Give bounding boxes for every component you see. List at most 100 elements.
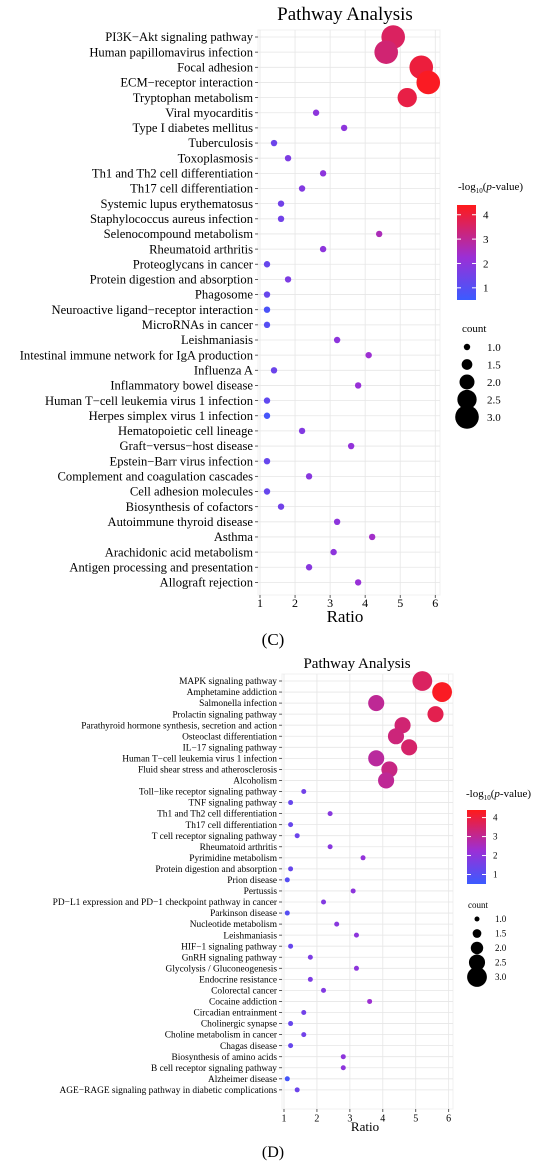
data-point	[354, 382, 362, 389]
data-point	[288, 1043, 294, 1049]
y-tick-label: MicroRNAs in cancer	[142, 318, 254, 332]
data-point	[284, 1076, 290, 1082]
data-point	[365, 351, 372, 359]
data-point	[319, 170, 327, 177]
y-tick-label: Antigen processing and presentation	[69, 560, 253, 574]
data-point	[288, 866, 294, 872]
data-point	[340, 124, 348, 132]
data-point	[374, 40, 398, 64]
y-tick-label: Tryptophan metabolism	[133, 91, 253, 105]
y-tick-label: Staphylococcus aureus infection	[90, 212, 254, 226]
data-point	[305, 564, 313, 571]
data-point	[401, 739, 418, 756]
y-tick-label: Cell adhesion molecules	[130, 485, 253, 499]
data-point	[263, 412, 271, 419]
y-tick-label: Asthma	[214, 530, 254, 544]
data-point	[368, 750, 385, 767]
y-tick-label: Pertussis	[244, 887, 278, 897]
data-point	[340, 1065, 346, 1071]
data-point	[263, 321, 271, 329]
y-tick-label: GnRH signaling pathway	[182, 953, 278, 963]
colorbar-tick-label: 3	[493, 832, 498, 842]
y-tick-label: Focal adhesion	[177, 60, 254, 74]
panel-d-plot-area	[281, 673, 454, 1110]
x-tick-label: 3	[347, 1114, 352, 1125]
data-point	[333, 336, 341, 344]
y-tick-label: Cocaine addiction	[209, 998, 277, 1008]
data-point	[263, 306, 271, 313]
panel-c-colorbar	[457, 205, 476, 300]
y-tick-label: Autoimmune thyroid disease	[107, 515, 253, 529]
data-point	[354, 579, 362, 586]
size-legend-dot	[461, 359, 473, 370]
y-tick-label: TNF signaling pathway	[188, 799, 277, 809]
data-point	[284, 877, 290, 883]
y-tick-label: Chagas disease	[220, 1042, 277, 1052]
y-tick-label: Parkinson disease	[210, 909, 277, 919]
data-point	[277, 503, 285, 510]
data-point	[397, 87, 417, 108]
size-legend-dot	[455, 405, 479, 429]
data-point	[307, 954, 313, 960]
y-tick-label: Hematopoietic cell lineage	[118, 424, 253, 438]
y-tick-label: Cholinergic synapse	[201, 1020, 277, 1030]
size-legend-label: 2.5	[487, 394, 501, 406]
panel-d-caption: (D)	[262, 1144, 284, 1161]
y-tick-label: Protein digestion and absorption	[90, 273, 254, 287]
y-tick-label: Type I diabetes mellitus	[133, 121, 254, 135]
y-tick-label: AGE−RAGE signaling pathway in diabetic c…	[60, 1086, 278, 1096]
data-point	[340, 1054, 346, 1060]
data-point	[327, 811, 333, 817]
x-tick-label: 1	[282, 1114, 287, 1125]
y-tick-label: Amphetamine addiction	[187, 688, 278, 698]
y-tick-label: Human papillomavirus infection	[89, 45, 253, 59]
data-point	[298, 185, 306, 192]
y-tick-label: Graft−versus−host disease	[120, 439, 254, 453]
y-tick-label: Toxoplasmosis	[178, 151, 253, 165]
size-legend-label: 1.0	[495, 914, 507, 924]
y-tick-label: Th1 and Th2 cell differentiation	[157, 809, 277, 820]
y-tick-label: Proteoglycans in cancer	[133, 257, 254, 271]
y-tick-label: Phagosome	[195, 288, 253, 302]
x-tick-label: 5	[397, 596, 403, 610]
y-tick-label: Leishmaniasis	[181, 333, 253, 347]
data-point	[321, 899, 327, 905]
y-tick-label: Fluid shear stress and atherosclerosis	[138, 766, 277, 776]
panel-c-size-legend: 1.0 1.5 2.0 2.5 3.0	[455, 342, 501, 429]
size-legend-label: 2.0	[495, 943, 507, 953]
panel-c-caption: (C)	[262, 630, 285, 649]
colorbar-tick-label: 4	[493, 813, 498, 823]
y-tick-label: ECM−receptor interaction	[120, 76, 253, 90]
data-point	[353, 932, 359, 938]
panel-d-colorbar-title: -log10(p-value)	[466, 788, 531, 802]
data-point	[284, 910, 290, 916]
panel-c-size-legend-title: count	[462, 323, 486, 335]
data-point	[298, 427, 306, 435]
y-tick-label: Th17 cell differentiation	[186, 820, 278, 831]
colorbar-tick-label: 1	[493, 870, 498, 880]
data-point	[288, 1021, 294, 1027]
panel-c-x-ticks: 1 2 3 4 5 6	[257, 595, 438, 610]
data-point	[301, 789, 307, 794]
data-point	[387, 728, 405, 745]
data-point	[284, 276, 292, 283]
panel-c-plot-area	[257, 29, 441, 596]
y-tick-label: HIF−1 signaling pathway	[181, 942, 277, 952]
y-tick-label: Biosynthesis of cofactors	[126, 500, 253, 514]
panel-d-grid	[282, 674, 453, 1109]
panel-d-title: Pathway Analysis	[303, 656, 410, 672]
y-tick-label: Epstein−Barr virus infection	[110, 454, 254, 468]
x-tick-label: 6	[432, 596, 438, 610]
data-point	[333, 518, 341, 525]
size-legend-label: 1.0	[487, 342, 501, 354]
y-tick-label: Allograft rejection	[160, 576, 254, 590]
panel-d-size-legend: 1.0 1.5 2.0 2.5 3.0	[467, 914, 507, 987]
y-tick-label: Choline metabolism in cancer	[165, 1031, 278, 1041]
y-tick-label: Endocrine resistance	[199, 975, 277, 985]
data-point	[301, 1032, 307, 1038]
data-point	[319, 245, 327, 253]
data-point	[412, 671, 433, 691]
y-tick-label: Circadian entrainment	[193, 1009, 277, 1019]
